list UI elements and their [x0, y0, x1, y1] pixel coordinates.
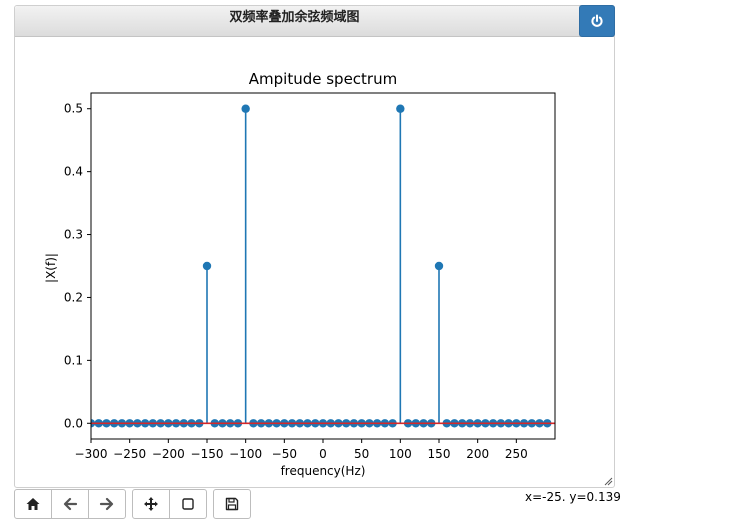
x-tick-label: 200	[466, 447, 489, 461]
back-button[interactable]	[51, 489, 89, 519]
navigation-toolbar	[14, 489, 257, 521]
y-axis-label: |X(f)|	[44, 253, 58, 283]
rectangle-icon	[182, 498, 194, 510]
x-tick-label: −250	[113, 447, 146, 461]
chart-title: Ampitude spectrum	[249, 70, 397, 88]
title-bar: 双频率叠加余弦频域图	[15, 5, 615, 37]
y-tick-label: 0.5	[64, 102, 83, 116]
x-tick-label: 250	[505, 447, 528, 461]
y-tick-label: 0.4	[64, 165, 83, 179]
close-figure-button[interactable]	[579, 5, 615, 37]
zoom-button[interactable]	[169, 489, 207, 519]
home-button[interactable]	[14, 489, 52, 519]
x-tick-label: 150	[428, 447, 451, 461]
save-button[interactable]	[213, 489, 251, 519]
window-title: 双频率叠加余弦频域图	[229, 10, 360, 25]
x-tick-label: −150	[191, 447, 224, 461]
y-tick-label: 0.1	[64, 353, 83, 367]
arrow-left-icon	[63, 497, 78, 511]
floppy-disk-icon	[225, 497, 239, 511]
data-point	[396, 104, 405, 113]
save-group	[213, 489, 251, 521]
data-point	[434, 261, 444, 271]
forward-button[interactable]	[88, 489, 126, 519]
y-tick-label: 0.2	[64, 290, 83, 304]
x-axis-label: frequency(Hz)	[281, 464, 366, 478]
data-point	[202, 261, 212, 271]
y-tick-label: 0.0	[64, 416, 83, 430]
x-tick-label: 50	[354, 447, 369, 461]
history-group	[14, 489, 126, 521]
axes-frame	[90, 92, 556, 440]
x-tick-label: −50	[272, 447, 297, 461]
x-tick-label: −200	[152, 447, 185, 461]
power-icon	[591, 14, 603, 27]
move-icon	[144, 497, 158, 511]
pan-button[interactable]	[132, 489, 170, 519]
x-tick-label: −300	[75, 447, 108, 461]
plot-area: −300 −250 −200 −150 −100 −50 0 50 100 150 200 250 0.…	[64, 92, 556, 461]
resize-handle[interactable]	[603, 476, 613, 486]
y-tick-label: 0.3	[64, 228, 83, 242]
arrow-right-icon	[99, 497, 114, 511]
mode-group	[132, 489, 207, 521]
data-point	[241, 104, 250, 113]
x-tick-label: 0	[319, 447, 327, 461]
x-tick-label: 100	[389, 447, 412, 461]
coordinates-readout: x=-25. y=0.139	[525, 490, 621, 504]
home-icon	[26, 498, 40, 510]
x-tick-label: −100	[229, 447, 262, 461]
figure-canvas[interactable]: Ampitude spectrum −300 −250 −200 −150 −100 −5…	[15, 37, 614, 488]
figure-window: 双频率叠加余弦频域图 Ampitude spectrum −300 −250 −20…	[14, 5, 615, 488]
